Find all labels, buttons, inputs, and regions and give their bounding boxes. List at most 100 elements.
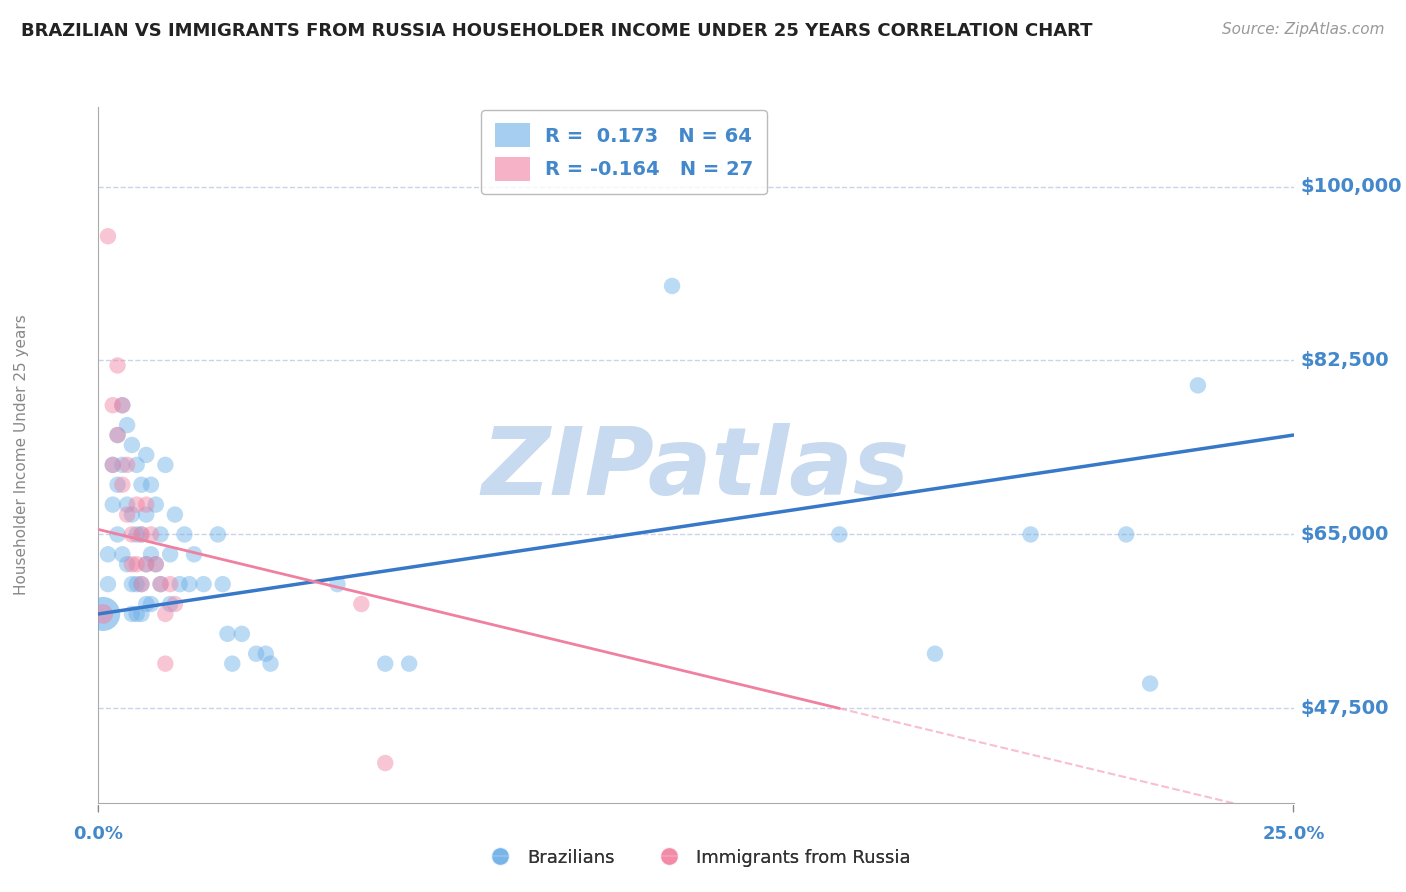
Point (135, 508, 157, 522)
Point (163, 508, 186, 522)
Point (139, 597, 162, 611)
Text: ZIPatlas: ZIPatlas (482, 423, 910, 515)
Point (131, 577, 153, 591)
Point (163, 597, 186, 611)
Point (97, 229, 120, 244)
Point (121, 438, 143, 452)
Point (139, 547, 162, 561)
Point (101, 498, 124, 512)
Point (97, 547, 120, 561)
Point (91, 607, 114, 621)
Point (131, 477, 153, 491)
Point (155, 657, 177, 671)
Point (1115, 527, 1137, 541)
Point (121, 577, 143, 591)
Point (121, 527, 143, 541)
Point (107, 428, 129, 442)
Point (211, 577, 233, 591)
Point (159, 597, 181, 611)
Point (135, 558, 157, 572)
Point (135, 558, 157, 572)
Point (149, 577, 172, 591)
Point (107, 428, 129, 442)
Point (115, 418, 138, 433)
Text: BRAZILIAN VS IMMIGRANTS FROM RUSSIA HOUSEHOLDER INCOME UNDER 25 YEARS CORRELATIO: BRAZILIAN VS IMMIGRANTS FROM RUSSIA HOUS… (21, 22, 1092, 40)
Text: Source: ZipAtlas.com: Source: ZipAtlas.com (1222, 22, 1385, 37)
Point (115, 498, 138, 512)
Point (125, 558, 148, 572)
Point (179, 577, 201, 591)
Point (159, 577, 181, 591)
Point (111, 398, 134, 412)
Point (183, 547, 205, 561)
Point (145, 498, 167, 512)
Point (374, 657, 396, 671)
Point (131, 527, 153, 541)
Point (217, 627, 239, 641)
Point (828, 527, 851, 541)
Point (125, 527, 148, 541)
Point (155, 607, 177, 621)
Point (111, 477, 134, 491)
Point (245, 647, 267, 661)
Point (101, 458, 124, 472)
Point (115, 558, 138, 572)
Point (924, 647, 946, 661)
Point (131, 607, 153, 621)
Point (254, 647, 277, 661)
Point (107, 527, 129, 541)
Point (221, 657, 243, 671)
Point (131, 577, 153, 591)
Point (111, 547, 134, 561)
Point (173, 527, 195, 541)
Point (149, 527, 172, 541)
Point (350, 597, 373, 611)
Point (101, 458, 124, 472)
Point (398, 657, 420, 671)
Point (135, 448, 157, 462)
Point (121, 508, 143, 522)
Text: $65,000: $65,000 (1301, 524, 1389, 544)
Point (125, 458, 148, 472)
Point (149, 577, 172, 591)
Point (115, 508, 138, 522)
Point (155, 458, 177, 472)
Point (121, 558, 143, 572)
Point (145, 558, 167, 572)
Point (231, 627, 253, 641)
Point (121, 607, 143, 621)
Point (101, 398, 124, 412)
Point (107, 477, 129, 491)
Point (374, 756, 396, 770)
Point (125, 498, 148, 512)
Point (111, 398, 134, 412)
Point (97, 577, 120, 591)
Point (125, 577, 148, 591)
Point (661, 279, 683, 293)
Point (326, 577, 349, 591)
Text: 25.0%: 25.0% (1263, 825, 1324, 843)
Point (139, 477, 162, 491)
Point (107, 359, 129, 373)
Point (125, 607, 148, 621)
Point (1139, 676, 1161, 690)
Text: $100,000: $100,000 (1301, 177, 1402, 196)
Point (169, 577, 191, 591)
Point (207, 527, 229, 541)
Point (145, 558, 167, 572)
Point (139, 527, 162, 541)
Text: 0.0%: 0.0% (73, 825, 124, 843)
Point (135, 498, 157, 512)
Point (135, 597, 157, 611)
Point (159, 547, 181, 561)
Point (91, 607, 114, 621)
Text: Householder Income Under 25 years: Householder Income Under 25 years (14, 315, 28, 595)
Text: $47,500: $47,500 (1301, 698, 1389, 718)
Point (1019, 527, 1042, 541)
Point (111, 458, 134, 472)
Text: $82,500: $82,500 (1301, 351, 1389, 370)
Legend: Brazilians, Immigrants from Russia: Brazilians, Immigrants from Russia (474, 841, 918, 874)
Point (1187, 378, 1209, 392)
Point (259, 657, 281, 671)
Point (131, 527, 153, 541)
